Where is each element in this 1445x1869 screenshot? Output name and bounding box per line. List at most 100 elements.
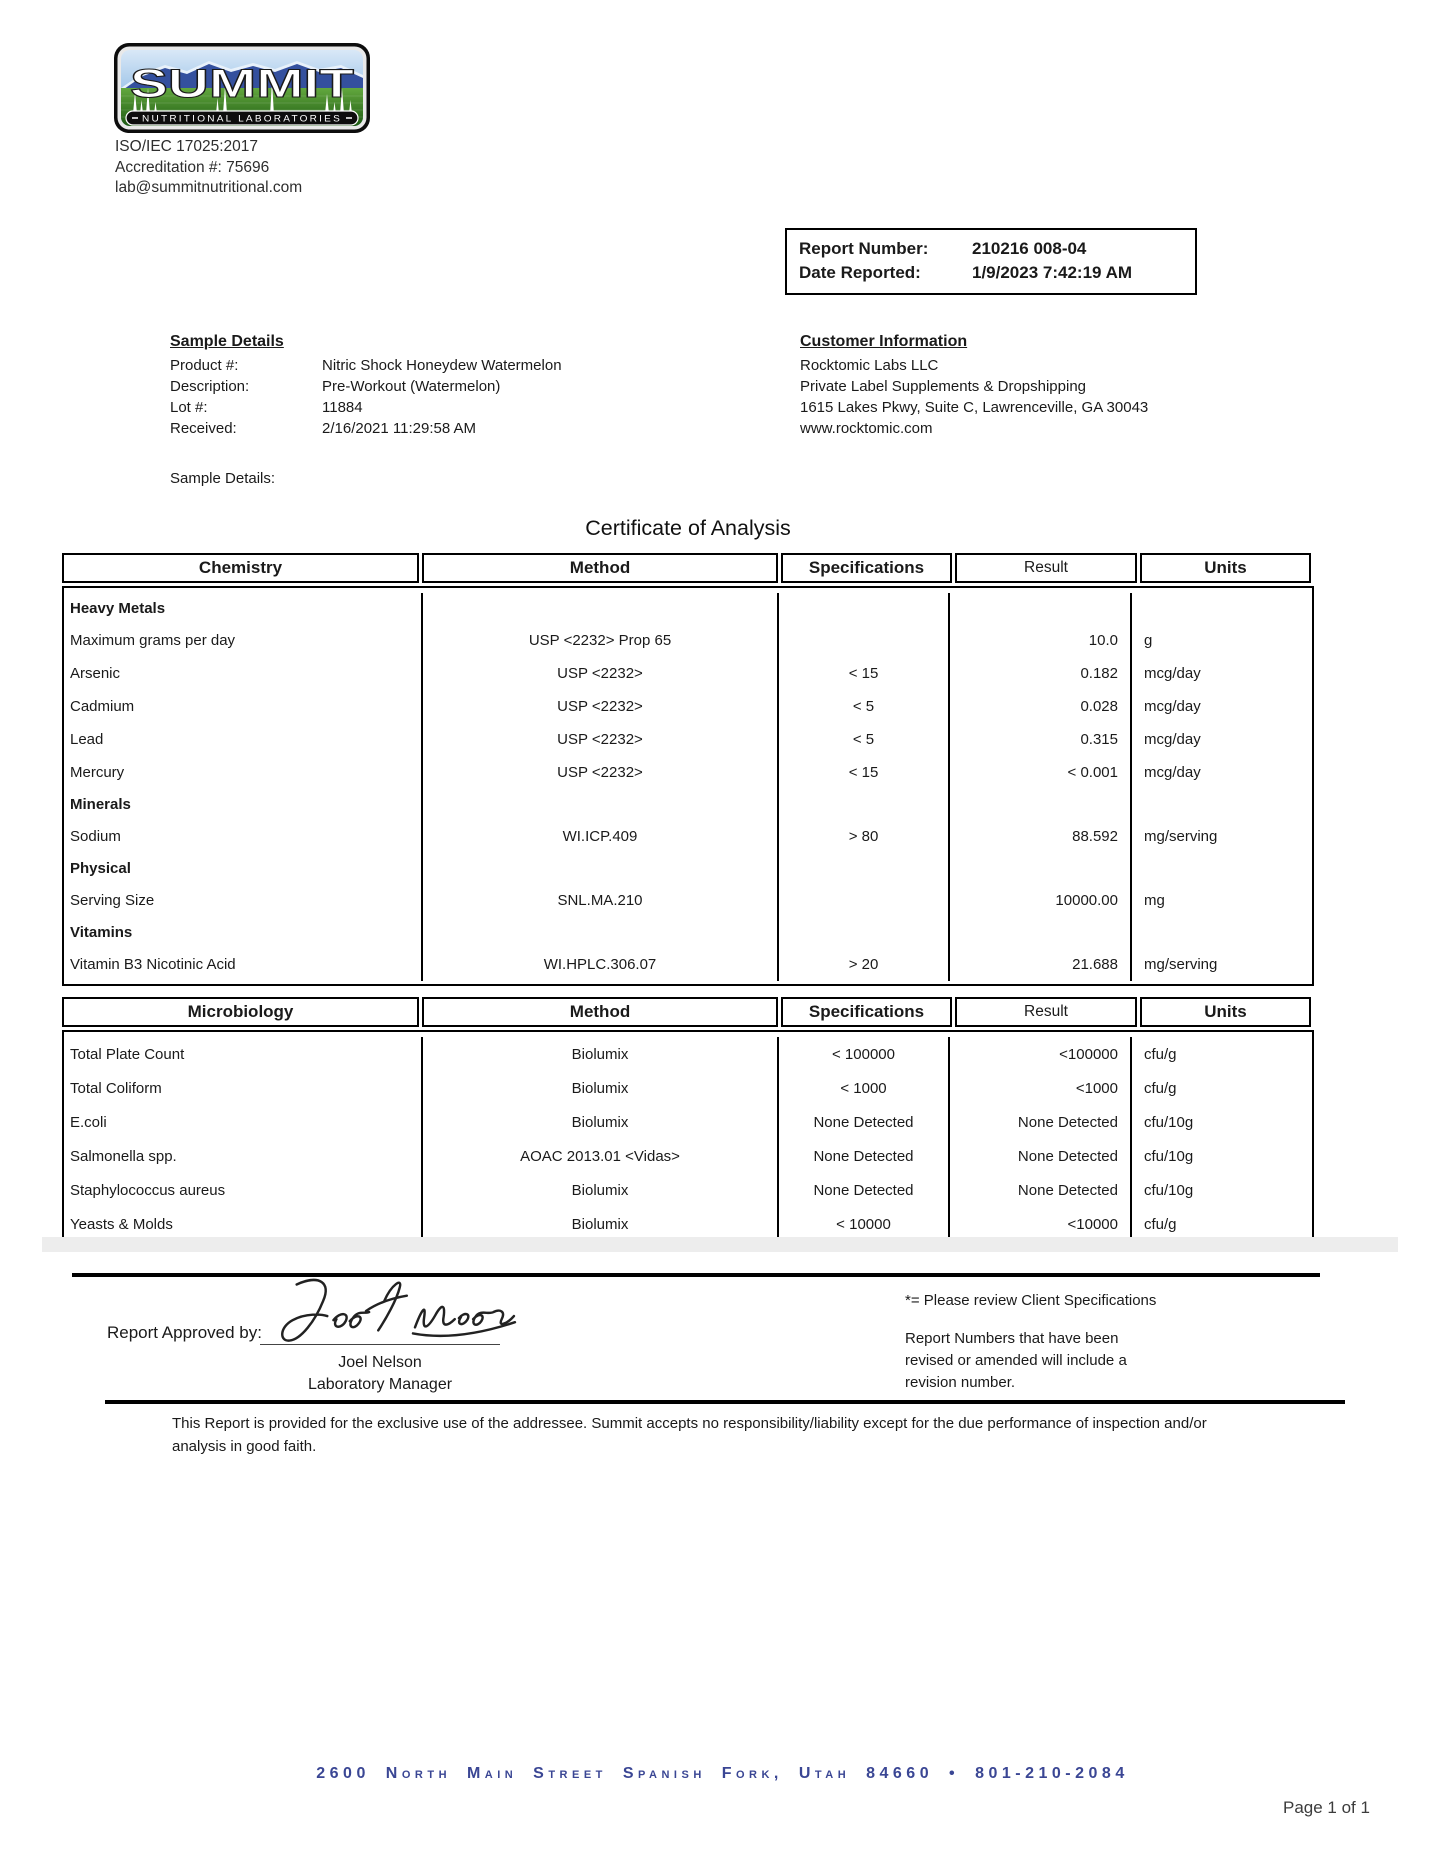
- table-row: Lead USP <2232> < 5 0.315 mcg/day: [64, 723, 1312, 756]
- summit-logo: SUMMIT NUTRITIONAL LABORATORIES: [113, 42, 371, 134]
- table-row: Yeasts & Molds Biolumix < 10000 <10000 c…: [64, 1207, 1312, 1241]
- analyte-cell: Vitamins: [70, 924, 133, 941]
- header-cell-method: Method: [422, 997, 778, 1027]
- date-reported-label: Date Reported:: [799, 263, 921, 282]
- method-cell: AOAC 2013.01 <Vidas>: [421, 1139, 777, 1173]
- microbiology-table: Microbiology Method Specifications Resul…: [62, 997, 1314, 1246]
- spec-cell: > 20: [777, 948, 948, 981]
- analyte-cell: Vitamin B3 Nicotinic Acid: [70, 956, 236, 973]
- analyte-cell: Total Plate Count: [70, 1045, 185, 1063]
- customer-info-heading: Customer Information: [800, 333, 968, 350]
- method-cell: USP <2232> Prop 65: [421, 624, 777, 657]
- horizontal-rule: [105, 1400, 1345, 1404]
- spec-cell: < 10000: [777, 1207, 948, 1241]
- result-cell: 0.028: [948, 690, 1130, 723]
- spec-cell: [777, 917, 948, 948]
- logo-title: SUMMIT: [130, 62, 354, 106]
- method-cell: WI.HPLC.306.07: [421, 948, 777, 981]
- header-cell-result: Result: [955, 997, 1137, 1027]
- units-cell: mg/serving: [1130, 948, 1312, 981]
- units-cell: mcg/day: [1130, 690, 1312, 723]
- report-approved-label: Report Approved by:: [107, 1323, 262, 1342]
- header-cell-specifications: Specifications: [781, 997, 952, 1027]
- microbiology-table-body: Total Plate Count Biolumix < 100000 <100…: [62, 1030, 1314, 1246]
- spec-cell: [777, 853, 948, 884]
- result-cell: [948, 853, 1130, 884]
- analyte-cell: Lead: [70, 731, 104, 748]
- analyte-cell: Yeasts & Molds: [70, 1215, 173, 1233]
- horizontal-rule: [72, 1273, 1320, 1277]
- spec-cell: < 5: [777, 690, 948, 723]
- result-cell: 0.315: [948, 723, 1130, 756]
- summit-logo-image: SUMMIT NUTRITIONAL LABORATORIES: [114, 43, 370, 133]
- table-row: Cadmium USP <2232> < 5 0.028 mcg/day: [64, 690, 1312, 723]
- method-cell: [421, 593, 777, 624]
- spec-cell: [777, 884, 948, 917]
- table-row: Arsenic USP <2232> < 15 0.182 mcg/day: [64, 657, 1312, 690]
- analyte-cell: Staphylococcus aureus: [70, 1181, 226, 1199]
- sample-details-heading: Sample Details: [170, 333, 284, 350]
- units-cell: cfu/10g: [1130, 1105, 1312, 1139]
- result-cell: < 0.001: [948, 756, 1130, 789]
- spec-cell: < 5: [777, 723, 948, 756]
- spec-cell: [777, 593, 948, 624]
- method-cell: Biolumix: [421, 1207, 777, 1241]
- units-cell: [1130, 917, 1312, 948]
- report-number-value: 210216 008-04: [972, 239, 1087, 258]
- result-cell: [948, 789, 1130, 820]
- header-cell-units: Units: [1140, 997, 1311, 1027]
- result-cell: 88.592: [948, 820, 1130, 853]
- table-row: Total Coliform Biolumix < 1000 <1000 cfu…: [64, 1071, 1312, 1105]
- result-cell: 0.182: [948, 657, 1130, 690]
- method-cell: [421, 917, 777, 948]
- table-row: Physical: [64, 853, 1312, 884]
- customer-line: 1615 Lakes Pkwy, Suite C, Lawrenceville,…: [800, 399, 1149, 416]
- result-cell: None Detected: [948, 1139, 1130, 1173]
- units-cell: [1130, 789, 1312, 820]
- table-row: Serving Size SNL.MA.210 10000.00 mg: [64, 884, 1312, 917]
- customer-line: www.rocktomic.com: [800, 420, 933, 437]
- sample-value: Pre-Workout (Watermelon): [322, 378, 501, 395]
- report-number-label: Report Number:: [799, 239, 929, 258]
- signature-line: [260, 1344, 500, 1345]
- separator-band: [42, 1237, 1398, 1252]
- spec-cell: > 80: [777, 820, 948, 853]
- sample-value: 2/16/2021 11:29:58 AM: [322, 420, 477, 437]
- lab-email: lab@summitnutritional.com: [115, 179, 303, 196]
- header-cell-microbiology: Microbiology: [62, 997, 419, 1027]
- page-indicator: Page 1 of 1: [1283, 1798, 1370, 1817]
- method-cell: SNL.MA.210: [421, 884, 777, 917]
- result-cell: <1000: [948, 1071, 1130, 1105]
- method-cell: [421, 789, 777, 820]
- table-row: Heavy Metals: [64, 593, 1312, 624]
- chemistry-header-row: Chemistry Method Specifications Result U…: [62, 553, 1314, 583]
- spec-cell: None Detected: [777, 1173, 948, 1207]
- analyte-cell: Minerals: [70, 796, 131, 813]
- sample-label: Lot #:: [170, 399, 208, 416]
- analyte-cell: Maximum grams per day: [70, 632, 236, 649]
- units-cell: mg: [1130, 884, 1312, 917]
- footer-address: 2600 North Main Street Spanish Fork, Uta…: [316, 1765, 1129, 1782]
- result-cell: None Detected: [948, 1173, 1130, 1207]
- units-cell: mcg/day: [1130, 756, 1312, 789]
- method-cell: WI.ICP.409: [421, 820, 777, 853]
- signature-image: [262, 1272, 517, 1352]
- result-cell: <100000: [948, 1037, 1130, 1071]
- page-title: Certificate of Analysis: [585, 516, 791, 540]
- iso-line: ISO/IEC 17025:2017: [115, 138, 259, 155]
- header-cell-method: Method: [422, 553, 778, 583]
- table-row: Minerals: [64, 789, 1312, 820]
- revision-note: Report Numbers that have been revised or…: [905, 1330, 1127, 1391]
- header-cell-units: Units: [1140, 553, 1311, 583]
- table-row: Total Plate Count Biolumix < 100000 <100…: [64, 1037, 1312, 1071]
- logo-subtitle: NUTRITIONAL LABORATORIES: [142, 114, 342, 124]
- sample-details-extra-label: Sample Details:: [170, 470, 276, 487]
- analyte-cell: Heavy Metals: [70, 600, 166, 617]
- analyte-cell: E.coli: [70, 1113, 107, 1131]
- customer-line: Rocktomic Labs LLC: [800, 357, 939, 374]
- spec-cell: < 1000: [777, 1071, 948, 1105]
- sample-label: Description:: [170, 378, 250, 395]
- accreditation-line: Accreditation #: 75696: [115, 159, 270, 176]
- method-cell: USP <2232>: [421, 723, 777, 756]
